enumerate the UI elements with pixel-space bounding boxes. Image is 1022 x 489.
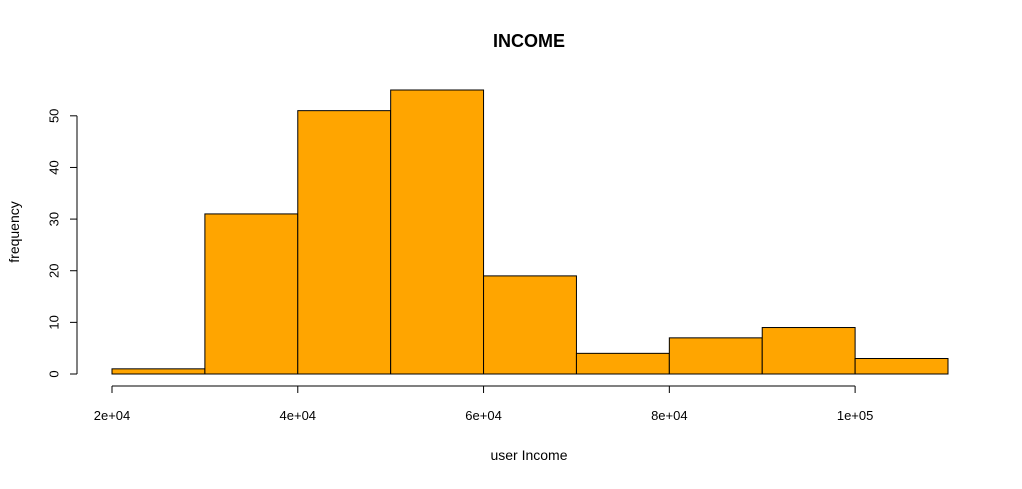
histogram-bar-1 bbox=[204, 213, 299, 375]
histogram-bar-2 bbox=[297, 110, 392, 375]
x-tick-label-2: 6e+04 bbox=[465, 408, 502, 423]
x-tick-label-3: 8e+04 bbox=[651, 408, 688, 423]
histogram-bar-6 bbox=[668, 337, 763, 375]
y-axis-label: frequency bbox=[6, 201, 22, 262]
y-axis: 0 10 20 30 40 50 bbox=[47, 109, 78, 378]
y-tick-label-5: 50 bbox=[47, 109, 62, 123]
bars-group bbox=[111, 89, 949, 375]
histogram-bar-3 bbox=[390, 89, 485, 375]
y-tick-label-2: 20 bbox=[47, 263, 62, 277]
x-tick-label-1: 4e+04 bbox=[280, 408, 317, 423]
histogram-bar-4 bbox=[483, 275, 577, 375]
histogram-bar-5 bbox=[575, 352, 670, 375]
x-axis-label: user Income bbox=[490, 447, 567, 463]
y-tick-label-1: 10 bbox=[47, 315, 62, 329]
histogram-bar-8 bbox=[854, 358, 949, 375]
y-tick-label-4: 40 bbox=[47, 160, 62, 174]
x-axis: 2e+04 4e+04 6e+04 8e+04 1e+05 bbox=[94, 385, 874, 423]
histogram-bar-7 bbox=[761, 327, 856, 375]
y-tick-label-0: 0 bbox=[47, 370, 62, 377]
x-tick-label-4: 1e+05 bbox=[837, 408, 874, 423]
x-tick-label-0: 2e+04 bbox=[94, 408, 131, 423]
histogram-bar-0 bbox=[111, 368, 206, 375]
chart-title: INCOME bbox=[493, 31, 565, 51]
y-tick-label-3: 30 bbox=[47, 212, 62, 226]
